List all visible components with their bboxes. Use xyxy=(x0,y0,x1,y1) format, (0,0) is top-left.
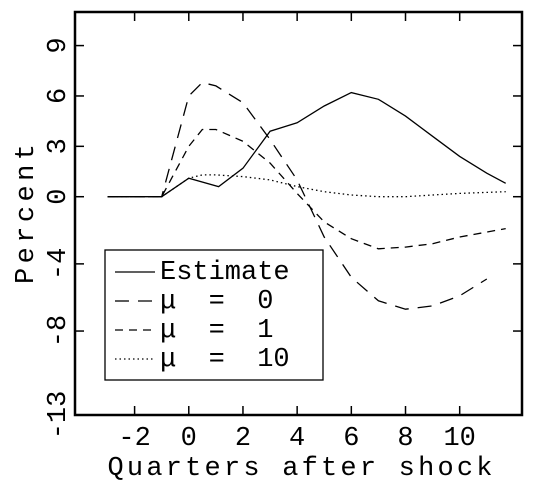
legend-label: μ = 1 xyxy=(160,316,273,346)
series-line xyxy=(107,174,506,198)
y-tick-label: -13 xyxy=(44,391,74,440)
x-tick-label: 6 xyxy=(343,424,359,454)
y-tick-label: 0 xyxy=(44,189,74,205)
x-tick-label: 10 xyxy=(443,424,475,454)
y-tick-label: 9 xyxy=(44,37,74,53)
y-tick-label: 3 xyxy=(44,138,74,154)
y-tick-label: 6 xyxy=(44,88,74,104)
legend-label: μ = 10 xyxy=(160,345,290,375)
y-tick-label: -4 xyxy=(44,248,74,280)
legend-box xyxy=(104,249,324,381)
series-line xyxy=(107,81,488,310)
x-tick-label: 8 xyxy=(397,424,413,454)
y-tick-label: -8 xyxy=(44,315,74,347)
y-axis-label: Percent xyxy=(12,144,42,284)
x-tick-label: 0 xyxy=(181,424,197,454)
series-line xyxy=(107,91,507,198)
legend-label: Estimate xyxy=(160,258,290,288)
x-tick-label: 4 xyxy=(289,424,305,454)
x-tick-label: 2 xyxy=(235,424,251,454)
legend-label: μ = 0 xyxy=(160,287,273,317)
plot-frame xyxy=(73,10,524,417)
x-tick-label: -2 xyxy=(118,424,150,454)
series-line xyxy=(107,128,506,250)
